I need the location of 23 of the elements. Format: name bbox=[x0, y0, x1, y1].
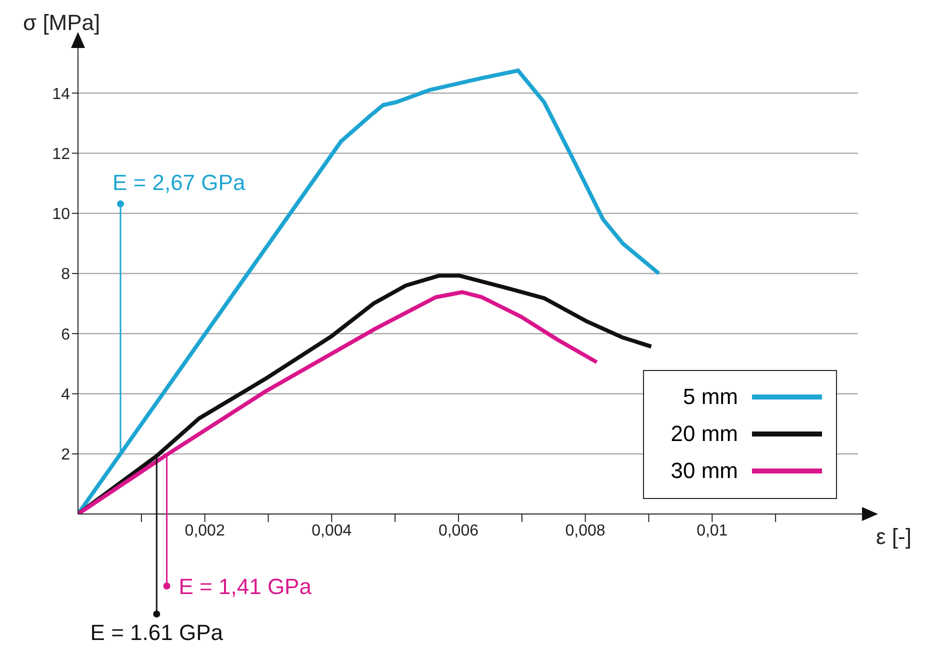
y-tick-label: 2 bbox=[61, 446, 70, 464]
x-tick-label: 0,004 bbox=[312, 522, 352, 540]
annotation: E = 1.61 GPa bbox=[90, 620, 224, 645]
x-tick-label: 0,002 bbox=[184, 522, 225, 540]
y-axis-title: σ [MPa] bbox=[23, 10, 100, 35]
line-series bbox=[78, 290, 599, 514]
y-tick-label: 6 bbox=[61, 326, 70, 344]
line-series bbox=[78, 68, 661, 514]
y-tick-label: 10 bbox=[52, 206, 70, 224]
x-tick-label: 0,006 bbox=[438, 522, 479, 540]
annotation: E = 1,41 GPa bbox=[178, 574, 312, 599]
x-tick-label: 0,01 bbox=[696, 522, 728, 540]
y-tick-label: 12 bbox=[52, 146, 70, 163]
x-tick-label: 0,008 bbox=[565, 522, 606, 540]
legend-label: 20 mm bbox=[670, 421, 738, 448]
x-axis-title: ε [-] bbox=[876, 524, 912, 549]
y-tick-label: 4 bbox=[61, 386, 70, 404]
legend-label: 5 mm bbox=[682, 384, 738, 410]
annotation: E = 2,67 GPa bbox=[112, 170, 246, 195]
legend-label: 30 mm bbox=[670, 458, 738, 484]
y-tick-label: 8 bbox=[61, 266, 70, 284]
y-tick-label: 14 bbox=[52, 86, 70, 103]
line-series bbox=[78, 274, 654, 514]
